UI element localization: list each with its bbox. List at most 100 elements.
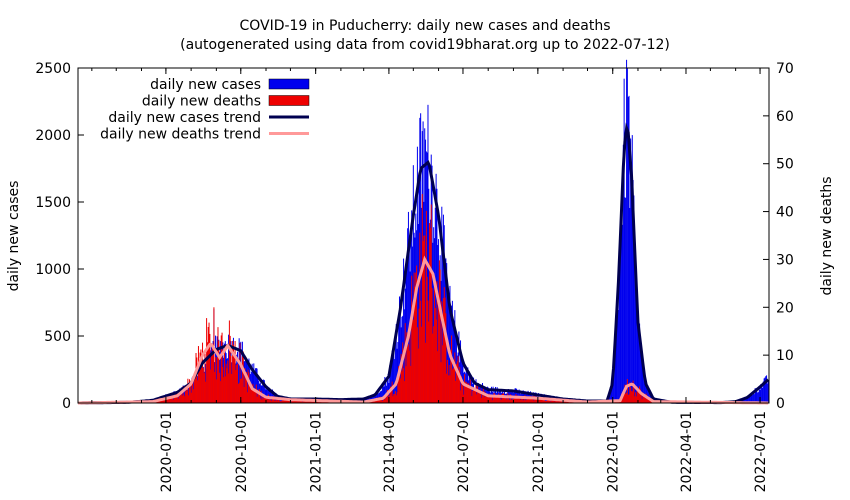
deaths-bar <box>158 400 160 403</box>
legend-label: daily new cases trend <box>108 110 261 126</box>
deaths-bar <box>649 400 651 403</box>
deaths-bar <box>223 377 225 403</box>
deaths-bar <box>509 394 511 403</box>
deaths-bar <box>642 392 644 403</box>
deaths-bar <box>542 398 544 403</box>
deaths-bar <box>397 375 399 403</box>
deaths-bar <box>643 393 645 403</box>
cases-bar <box>620 233 622 403</box>
deaths-bar <box>530 396 532 403</box>
deaths-bar <box>486 394 488 403</box>
deaths-bar <box>522 400 524 403</box>
deaths-bar <box>456 361 458 403</box>
cases-bar <box>611 383 613 403</box>
deaths-bar <box>647 399 649 403</box>
cases-bar <box>432 242 434 403</box>
deaths-bar <box>214 371 216 403</box>
deaths-bar <box>222 367 224 403</box>
cases-bar <box>632 180 634 403</box>
deaths-bar <box>218 340 220 403</box>
deaths-bar <box>485 393 487 403</box>
deaths-bar <box>490 395 492 403</box>
cases-bar <box>635 267 637 403</box>
deaths-bar <box>563 401 565 403</box>
deaths-bar <box>494 393 496 403</box>
deaths-bar <box>622 393 624 403</box>
cases-bar <box>243 361 245 403</box>
cases-bar <box>392 351 394 403</box>
deaths-bar <box>233 356 235 403</box>
cases-bar <box>761 387 763 403</box>
cases-bar <box>635 250 637 403</box>
cases-bar <box>437 244 439 403</box>
deaths-bar <box>468 383 470 403</box>
cases-bar <box>616 301 618 403</box>
deaths-bar <box>166 399 168 403</box>
deaths-bar <box>412 319 414 403</box>
cases-bar <box>460 340 462 403</box>
cases-bar <box>263 379 265 403</box>
cases-bar <box>617 309 619 403</box>
deaths-bar <box>241 356 243 403</box>
cases-bar <box>391 350 393 403</box>
y-tick-label: 2500 <box>35 61 71 77</box>
deaths-bar <box>188 395 190 403</box>
cases-bar <box>627 97 629 403</box>
deaths-bar <box>504 396 506 403</box>
cases-bar <box>633 195 635 403</box>
cases-bar <box>382 383 384 403</box>
deaths-bar <box>183 394 185 403</box>
cases-bar <box>766 375 768 403</box>
deaths-bar <box>458 370 460 403</box>
deaths-bar <box>471 396 473 403</box>
deaths-bar <box>518 397 520 403</box>
cases-bar <box>621 191 623 403</box>
deaths-bar <box>197 346 199 403</box>
deaths-bar <box>453 360 455 403</box>
deaths-bar <box>529 398 531 403</box>
deaths-bar <box>622 398 623 403</box>
deaths-bar <box>495 396 497 403</box>
deaths-bar <box>381 400 383 403</box>
deaths-bar <box>235 370 237 403</box>
cases-bar <box>643 373 645 403</box>
cases-bar <box>634 250 636 403</box>
deaths-bar <box>194 376 196 403</box>
deaths-bar <box>239 342 241 403</box>
deaths-bar <box>565 401 567 403</box>
deaths-bar <box>292 400 294 403</box>
cases-bar <box>639 323 641 403</box>
deaths-bar <box>306 400 308 403</box>
deaths-bar <box>210 354 212 403</box>
cases-bar <box>228 334 230 403</box>
deaths-bar <box>525 400 527 403</box>
deaths-bar <box>434 308 436 403</box>
cases-bar <box>758 388 760 403</box>
cases-bar <box>240 341 242 403</box>
deaths-bar <box>272 396 274 403</box>
cases-bar <box>638 330 640 403</box>
deaths-bar <box>182 386 184 403</box>
legend-swatch <box>268 78 310 90</box>
cases-bar <box>500 393 502 403</box>
deaths-bar <box>212 349 214 403</box>
deaths-bar <box>430 204 432 403</box>
deaths-bar <box>506 399 508 403</box>
deaths-bar <box>619 401 621 403</box>
cases-bar <box>381 383 383 403</box>
deaths-bar <box>228 320 230 403</box>
deaths-bar <box>230 355 232 403</box>
cases-bar <box>257 375 259 403</box>
deaths-bar <box>419 232 421 403</box>
deaths-bar <box>403 368 405 403</box>
deaths-bar <box>271 400 273 403</box>
deaths-bar <box>254 391 256 403</box>
deaths-bar <box>266 397 268 403</box>
y2-tick-label: 10 <box>776 348 794 364</box>
deaths-bar <box>256 396 258 403</box>
cases-bar <box>395 324 397 403</box>
cases-bar <box>753 394 755 403</box>
deaths-bar <box>236 364 238 403</box>
deaths-bar <box>305 400 307 403</box>
deaths-bar <box>402 342 404 403</box>
